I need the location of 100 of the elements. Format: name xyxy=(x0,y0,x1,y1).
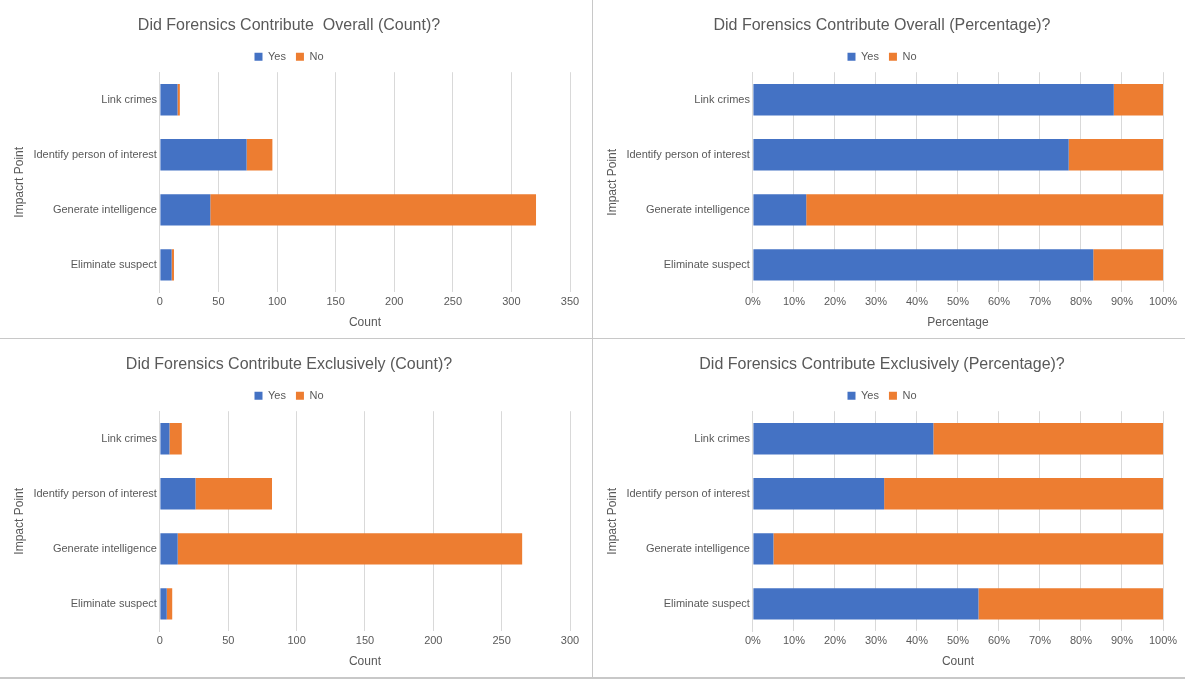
x-tick-label: 0% xyxy=(744,295,762,308)
bar xyxy=(195,478,272,510)
x-tick-label: 50 xyxy=(222,634,235,647)
y-tick-label: Eliminate suspect xyxy=(70,596,157,609)
x-tick-label: 250 xyxy=(492,634,511,647)
bar xyxy=(933,423,1163,455)
bar xyxy=(1093,249,1163,281)
bar xyxy=(1068,139,1163,171)
x-tick-label: 0 xyxy=(156,634,163,647)
x-tick-label: 60% xyxy=(987,295,1011,308)
y-axis-title: Impacrt Point xyxy=(11,146,26,218)
x-tick-label: 30% xyxy=(864,295,888,308)
y-tick-label: Eliminate suspect xyxy=(663,257,750,270)
bar xyxy=(753,478,885,510)
bar xyxy=(169,423,182,455)
bar xyxy=(160,423,170,455)
x-tick-label: 200 xyxy=(424,634,443,647)
y-axis-title: Impact Point xyxy=(11,487,26,555)
chart-title: Did Forensics Contribute Exclusively (Count)? xyxy=(125,355,453,373)
bar xyxy=(753,84,1114,116)
bar xyxy=(160,194,211,226)
x-tick-label: 50 xyxy=(212,295,225,308)
legend-label: No xyxy=(309,388,324,401)
y-tick-label: Identify person of interest xyxy=(626,486,750,499)
y-tick-label: Generate intelligence xyxy=(52,541,157,554)
y-tick-label: Generate intelligence xyxy=(645,541,750,554)
bar xyxy=(753,194,807,226)
x-tick-label: 150 xyxy=(355,634,375,647)
x-axis-title: Count xyxy=(348,654,382,669)
legend-label: Yes xyxy=(268,49,287,62)
x-tick-label: 350 xyxy=(560,295,580,308)
x-tick-label: 50% xyxy=(946,634,970,647)
x-tick-label: 10% xyxy=(782,295,806,308)
bar xyxy=(753,533,774,565)
x-tick-label: 0% xyxy=(744,634,762,647)
x-tick-label: 100 xyxy=(287,634,306,647)
y-tick-label: Link crimes xyxy=(101,92,158,105)
chart-title: Did Forensics Contribute Overall (Count)? xyxy=(137,16,441,34)
bar xyxy=(1113,84,1163,116)
bar xyxy=(753,588,979,620)
bar xyxy=(978,588,1163,620)
bar xyxy=(177,84,180,116)
x-tick-label: 150 xyxy=(326,295,345,308)
x-tick-label: 70% xyxy=(1028,295,1052,308)
bar xyxy=(884,478,1163,510)
bar xyxy=(160,588,167,620)
chart-title: Did Forensics Contribute Overall (Percentage)? xyxy=(713,16,1051,34)
y-axis-title: Impact Point xyxy=(604,148,619,216)
y-tick-label: Generate intelligence xyxy=(52,202,157,215)
y-tick-label: Identify person of interest xyxy=(626,147,750,160)
x-tick-label: 0 xyxy=(156,295,163,308)
x-axis-title: Percentage xyxy=(927,315,989,330)
legend-label: No xyxy=(902,388,917,401)
x-tick-label: 40% xyxy=(905,634,929,647)
y-tick-label: Generate intelligence xyxy=(645,202,750,215)
bar xyxy=(160,249,172,281)
bar xyxy=(160,533,178,565)
legend-label: Yes xyxy=(861,388,880,401)
x-tick-label: 10% xyxy=(782,634,806,647)
x-tick-label: 40% xyxy=(905,295,929,308)
x-tick-label: 300 xyxy=(502,295,521,308)
legend-label: No xyxy=(309,49,324,62)
y-tick-label: Eliminate suspect xyxy=(70,257,157,270)
bar xyxy=(210,194,537,226)
bar xyxy=(246,139,273,171)
y-tick-label: Identify person of interest xyxy=(33,486,157,499)
x-tick-label: 50% xyxy=(946,295,970,308)
x-tick-label: 250 xyxy=(443,295,463,308)
y-tick-label: Link crimes xyxy=(101,431,158,444)
x-tick-label: 100 xyxy=(267,295,287,308)
bar xyxy=(806,194,1163,226)
bar xyxy=(753,423,934,455)
legend-label: No xyxy=(902,49,917,62)
bar xyxy=(753,249,1094,281)
legend-label: Yes xyxy=(268,388,287,401)
y-tick-label: Identify person of interest xyxy=(33,147,157,160)
x-tick-label: 200 xyxy=(385,295,404,308)
x-axis-title: Count xyxy=(348,315,382,330)
bar xyxy=(773,533,1163,565)
x-tick-label: 100% xyxy=(1148,295,1178,308)
x-tick-label: 300 xyxy=(560,634,580,647)
y-axis-title: Impact Point xyxy=(604,487,619,555)
x-tick-label: 80% xyxy=(1069,634,1093,647)
x-tick-label: 90% xyxy=(1110,295,1134,308)
x-tick-label: 80% xyxy=(1069,295,1093,308)
x-tick-label: 60% xyxy=(987,634,1011,647)
legend-label: Yes xyxy=(861,49,880,62)
bar xyxy=(177,533,523,565)
x-axis-title: Count xyxy=(941,654,975,669)
chart-title: Did Forensics Contribute Exclusively (Percentage)? xyxy=(699,355,1065,373)
y-tick-label: Link crimes xyxy=(694,431,751,444)
bar xyxy=(160,478,196,510)
bar xyxy=(160,139,247,171)
bar xyxy=(166,588,173,620)
y-tick-label: Eliminate suspect xyxy=(663,596,750,609)
x-tick-label: 20% xyxy=(823,634,847,647)
x-tick-label: 70% xyxy=(1028,634,1052,647)
y-tick-label: Link crimes xyxy=(694,92,751,105)
x-tick-label: 100% xyxy=(1148,634,1178,647)
bar xyxy=(753,139,1069,171)
